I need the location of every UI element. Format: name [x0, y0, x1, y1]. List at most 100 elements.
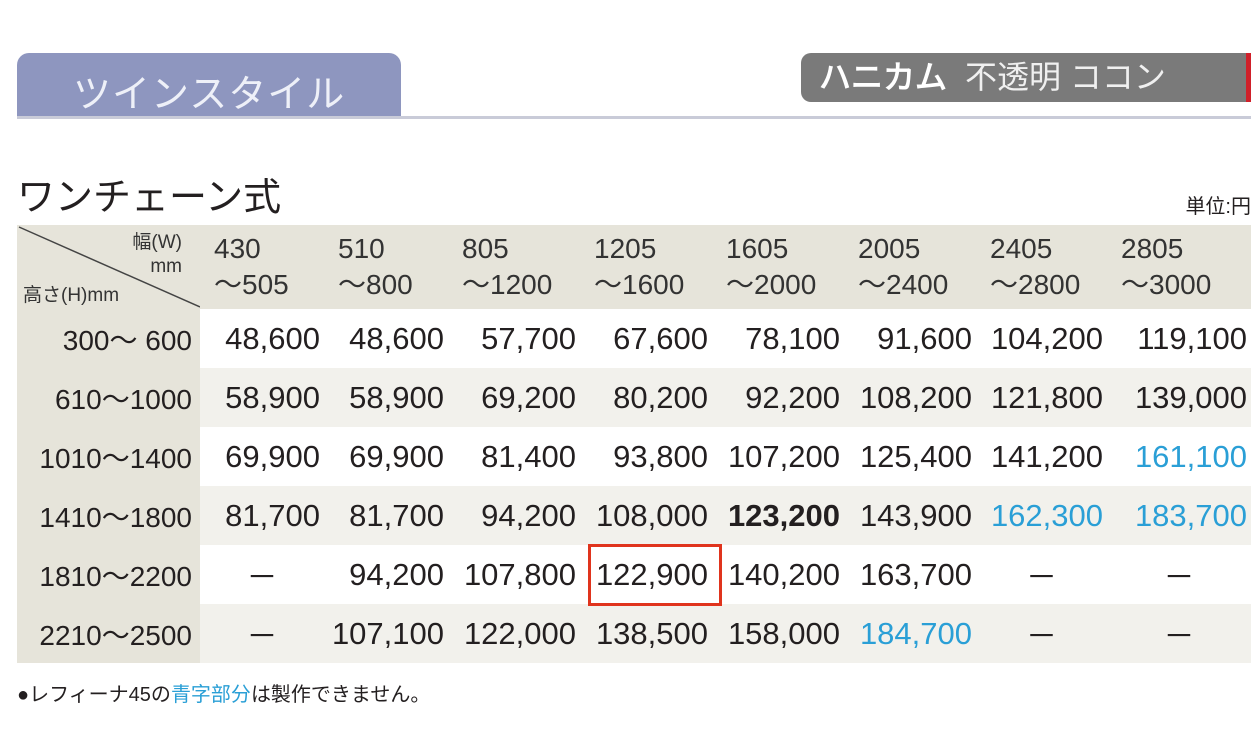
- tab-label: ツインスタイル: [73, 74, 346, 116]
- red-marker: [1246, 53, 1251, 102]
- highlight-box: [588, 544, 722, 606]
- row-label: 300～ 600: [17, 309, 200, 368]
- price-cell: 92,200: [712, 368, 844, 427]
- price-cell: －: [1107, 604, 1251, 663]
- price-cell: 141,200: [976, 427, 1107, 486]
- price-cell: 67,600: [580, 309, 712, 368]
- row-label: 610～1000: [17, 368, 200, 427]
- col-to: ～2800: [990, 269, 1081, 300]
- price-cell: 107,200: [712, 427, 844, 486]
- col-from: 430: [214, 233, 261, 264]
- price-cell: 122,900: [580, 545, 712, 604]
- price-cell: 69,200: [448, 368, 580, 427]
- col-to: ～505: [214, 269, 289, 300]
- table-row: 2210～2500 － 107,100 122,000 138,500 158,000 18…: [17, 604, 1251, 663]
- col-from: 1205: [594, 233, 657, 264]
- col-from: 2005: [858, 233, 921, 264]
- column-header: 1205 ～1600: [580, 225, 712, 309]
- price-cell: 57,700: [448, 309, 580, 368]
- col-from: 510: [338, 233, 385, 264]
- price-cell: 107,100: [324, 604, 448, 663]
- section-title: ワンチェーン式: [17, 177, 282, 219]
- table-row: 300～ 600 48,600 48,600 57,700 67,600 78,100 91…: [17, 309, 1251, 368]
- tab-divider: [17, 116, 1251, 119]
- price-cell: 94,200: [448, 486, 580, 545]
- column-header: 430 ～505: [200, 225, 324, 309]
- price-cell: 81,700: [200, 486, 324, 545]
- price-cell: 122,000: [448, 604, 580, 663]
- price-cell: 48,600: [200, 309, 324, 368]
- price-cell: 121,800: [976, 368, 1107, 427]
- footnote: ●レフィーナ45の青字部分は製作できません。: [17, 678, 430, 707]
- row-label: 1010～1400: [17, 427, 200, 486]
- col-from: 805: [462, 233, 509, 264]
- table-row: 1010～1400 69,900 69,900 81,400 93,800 107,200…: [17, 427, 1251, 486]
- price-cell: 69,900: [324, 427, 448, 486]
- price-cell: －: [200, 545, 324, 604]
- column-header: 2005 ～2400: [844, 225, 976, 309]
- price-cell: 161,100: [1107, 427, 1251, 486]
- row-label: 1410～1800: [17, 486, 200, 545]
- col-from: 2405: [990, 233, 1053, 264]
- note-blue: 青字部分: [170, 684, 251, 706]
- column-header: 510 ～800: [324, 225, 448, 309]
- price-cell: 125,400: [844, 427, 976, 486]
- badge-bold: ハニカム: [819, 59, 948, 95]
- price-cell: 58,900: [324, 368, 448, 427]
- price-cell: 139,000: [1107, 368, 1251, 427]
- price-cell: 183,700: [1107, 486, 1251, 545]
- price-cell: 162,300: [976, 486, 1107, 545]
- price-cell: 143,900: [844, 486, 976, 545]
- column-header: 2805 ～3000: [1107, 225, 1251, 309]
- price-cell: 184,700: [844, 604, 976, 663]
- height-label: 高さ(H)mm: [23, 285, 120, 306]
- corner-header: 幅(W) mm 高さ(H)mm: [17, 225, 200, 309]
- price-cell: 48,600: [324, 309, 448, 368]
- price-cell: 104,200: [976, 309, 1107, 368]
- price-cell: 140,200: [712, 545, 844, 604]
- price-cell: 108,000: [580, 486, 712, 545]
- tab-twin-style[interactable]: ツインスタイル: [17, 53, 401, 117]
- price-cell: 123,200: [712, 486, 844, 545]
- diagonal-line: [18, 226, 200, 308]
- price-cell: 94,200: [324, 545, 448, 604]
- price-cell: 81,700: [324, 486, 448, 545]
- column-header: 2405 ～2800: [976, 225, 1107, 309]
- price-cell: 78,100: [712, 309, 844, 368]
- col-to: ～2400: [858, 269, 949, 300]
- col-from: 1605: [726, 233, 789, 264]
- price-cell: 119,100: [1107, 309, 1251, 368]
- table-row: 610～1000 58,900 58,900 69,200 80,200 92,200 10…: [17, 368, 1251, 427]
- row-label: 1810～2200: [17, 545, 200, 604]
- col-to: ～800: [338, 269, 413, 300]
- col-to: ～1200: [462, 269, 553, 300]
- unit-label: 単位:円: [1185, 196, 1251, 218]
- column-header: 805 ～1200: [448, 225, 580, 309]
- price-cell: 91,600: [844, 309, 976, 368]
- row-label: 2210～2500: [17, 604, 200, 663]
- price-cell: 138,500: [580, 604, 712, 663]
- price-cell: －: [976, 545, 1107, 604]
- product-badge: ハニカム 不透明 ココン: [801, 53, 1246, 102]
- price-cell: －: [200, 604, 324, 663]
- price-cell: －: [976, 604, 1107, 663]
- price-cell: 80,200: [580, 368, 712, 427]
- col-to: ～3000: [1121, 269, 1212, 300]
- price-cell: 93,800: [580, 427, 712, 486]
- col-to: ～2000: [726, 269, 817, 300]
- price-cell: 81,400: [448, 427, 580, 486]
- price-cell: 163,700: [844, 545, 976, 604]
- price-cell: 58,900: [200, 368, 324, 427]
- table-row: 1810～2200 － 94,200 107,800 122,900 140,200 163…: [17, 545, 1251, 604]
- col-to: ～1600: [594, 269, 685, 300]
- price-cell: 108,200: [844, 368, 976, 427]
- col-from: 2805: [1121, 233, 1184, 264]
- price-cell: 69,900: [200, 427, 324, 486]
- note-prefix: ●レフィーナ45の: [17, 684, 171, 706]
- width-unit: mm: [150, 256, 182, 277]
- price-table: 幅(W) mm 高さ(H)mm 430 ～505 510 ～800 805 ～1200 120…: [17, 225, 1251, 663]
- column-header: 1605 ～2000: [712, 225, 844, 309]
- note-suffix: は製作できません。: [250, 684, 431, 706]
- price-cell: －: [1107, 545, 1251, 604]
- width-label: 幅(W): [132, 232, 182, 253]
